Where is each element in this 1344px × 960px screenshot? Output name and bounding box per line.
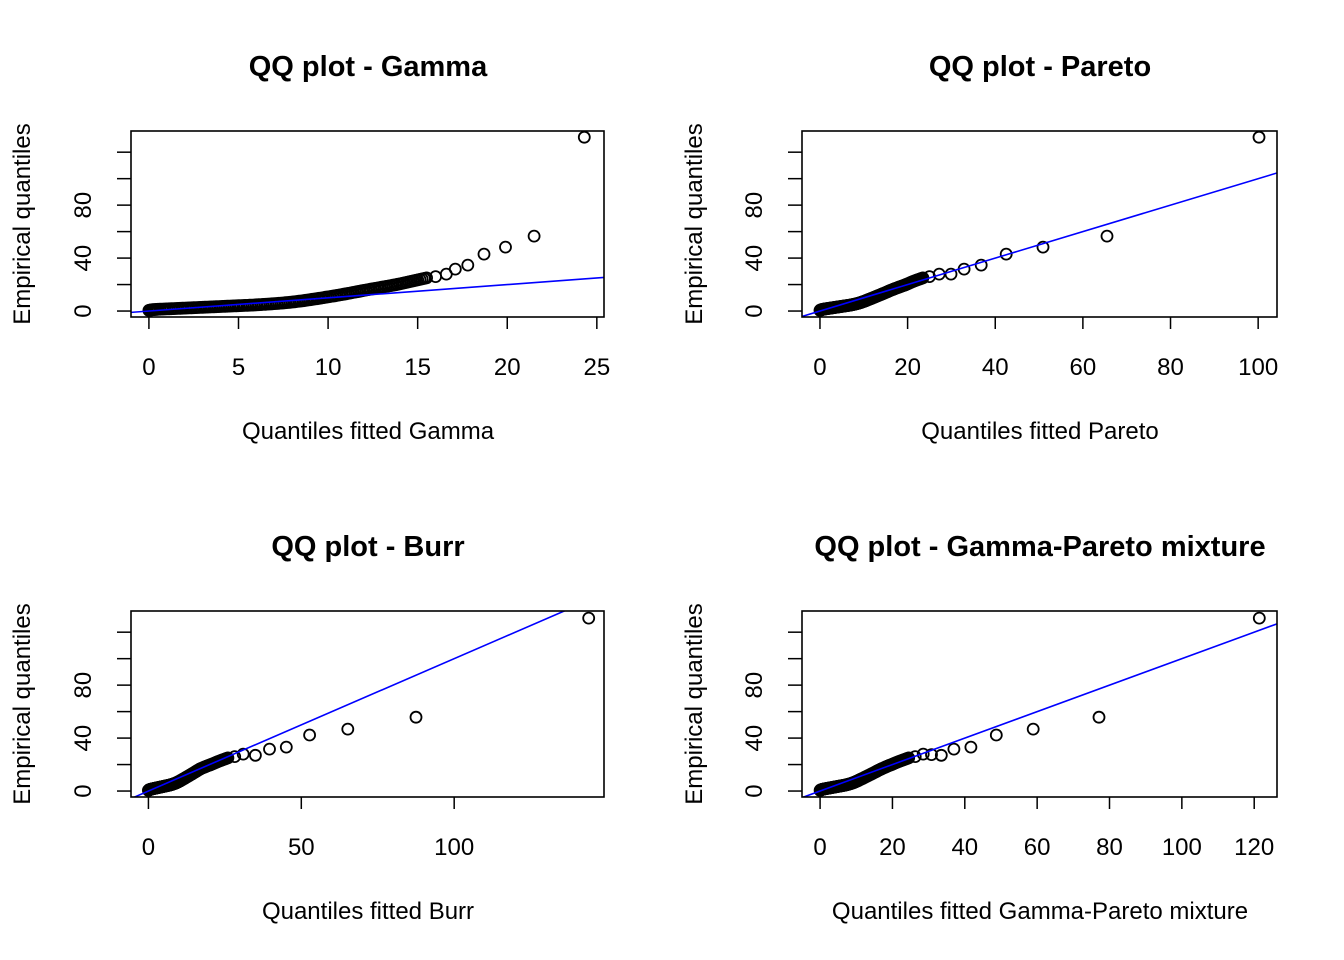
x-tick-label: 40 [982,354,1009,381]
x-tick-label: 10 [315,354,342,381]
data-point [448,262,462,276]
panel-title: QQ plot - Burr [271,531,464,563]
qq-panel-4: QQ plot - Gamma-Pareto mixture Quantiles … [681,531,1278,925]
data-point [1252,611,1266,625]
data-points [813,131,1266,317]
data-point [577,131,591,144]
x-tick-label: 20 [494,354,521,381]
qq-panel-3: QQ plot - Burr Quantiles fitted Burr Empir… [9,531,605,925]
y-tick-label: 0 [70,784,97,797]
x-tick-label: 60 [1070,354,1097,381]
x-tick-label: 120 [1234,834,1274,861]
y-tick-label: 80 [70,192,97,219]
data-points [142,131,591,317]
y-tick-label: 0 [741,304,768,317]
data-point [1026,722,1040,736]
y-axis-label: Empirical quantiles [9,123,36,324]
y-tick-label: 80 [741,192,768,219]
data-point [409,710,423,724]
panel-title: QQ plot - Gamma-Pareto mixture [814,531,1265,563]
y-tick-label: 80 [70,672,97,699]
reference-line [802,172,1277,317]
y-tick-label: 40 [70,725,97,752]
data-point [236,747,250,761]
x-tick-label: 20 [879,834,906,861]
reference-line [132,611,567,797]
data-point [1100,229,1114,243]
data-point [1092,710,1106,724]
x-tick-label: 80 [1096,834,1123,861]
data-point [248,748,262,762]
qq-panel-2: QQ plot - Pareto Quantiles fitted Pareto E… [681,51,1278,445]
data-point [420,271,434,285]
x-tick-label: 100 [1162,834,1202,861]
data-point [908,750,922,763]
y-tick-label: 0 [741,784,768,797]
y-axis-label: Empirical quantiles [9,603,36,804]
data-point [947,742,961,756]
data-point [279,740,293,754]
data-point [477,247,491,261]
y-tick-label: 0 [70,304,97,317]
data-point [999,247,1013,261]
data-point [925,748,938,761]
x-tick-label: 0 [813,834,826,861]
data-point [964,740,978,754]
data-point [499,240,512,254]
data-point [341,722,355,736]
x-tick-label: 0 [142,834,155,861]
plot-frame [801,610,1278,798]
data-point [221,751,235,765]
x-tick-label: 0 [142,354,155,381]
data-point [582,611,596,625]
data-point [974,258,988,272]
plot-frame [130,610,605,798]
data-point [1252,131,1266,144]
x-tick-label: 100 [1238,354,1278,381]
x-tick-label: 20 [894,354,921,381]
x-axis-label: Quantiles fitted Gamma [242,418,495,445]
reference-line [802,623,1277,797]
x-tick-label: 15 [404,354,431,381]
x-tick-label: 5 [232,354,245,381]
y-tick-label: 80 [741,672,768,699]
x-tick-label: 25 [583,354,610,381]
y-axis-label: Empirical quantiles [681,123,708,324]
data-point [989,728,1003,742]
reference-line [131,276,604,314]
x-tick-label: 50 [288,834,315,861]
data-point [527,229,541,243]
data-point [944,267,958,281]
data-points [141,611,596,797]
data-point [934,748,948,762]
x-tick-label: 40 [951,834,978,861]
data-point [461,258,475,272]
y-tick-label: 40 [70,245,97,272]
plot-frame [130,130,605,318]
data-point [1036,240,1050,254]
x-tick-label: 100 [434,834,474,861]
y-tick-label: 40 [741,245,768,272]
y-tick-label: 40 [741,725,768,752]
x-tick-label: 0 [813,354,826,381]
x-axis-label: Quantiles fitted Burr [262,898,474,925]
plot-frame [801,130,1278,318]
data-point [303,728,317,742]
panel-title: QQ plot - Pareto [929,51,1151,83]
qq-panel-1: QQ plot - Gamma Quantiles fitted Gamma Emp… [9,51,610,445]
data-point [916,747,930,761]
x-tick-label: 60 [1024,834,1051,861]
data-point [263,742,276,756]
x-axis-label: Quantiles fitted Pareto [921,418,1158,445]
data-point [902,751,916,765]
x-tick-label: 80 [1157,354,1184,381]
x-axis-label: Quantiles fitted Gamma-Pareto mixture [832,898,1248,925]
panel-title: QQ plot - Gamma [249,51,488,83]
y-axis-label: Empirical quantiles [681,603,708,804]
